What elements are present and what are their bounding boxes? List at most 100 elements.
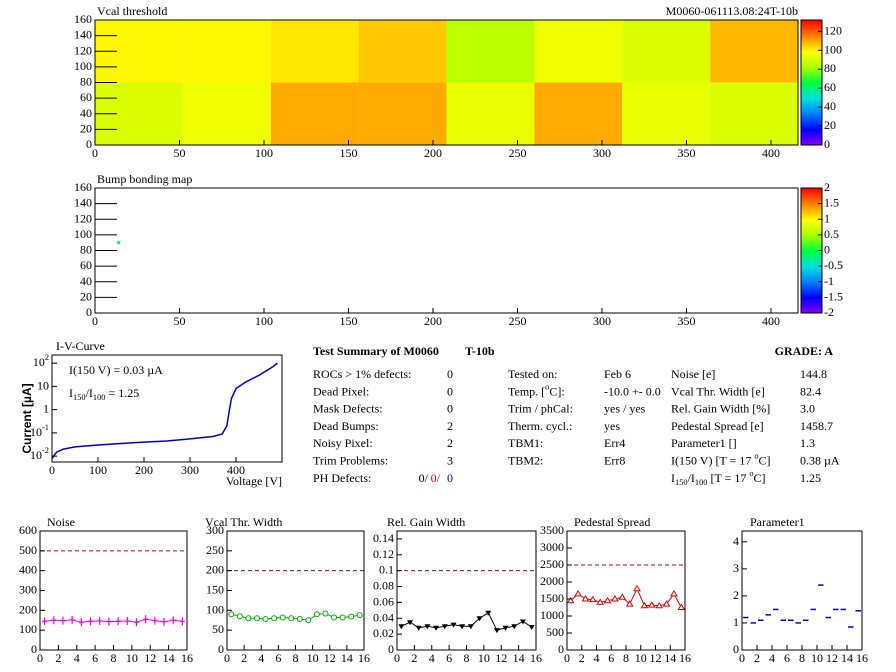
condition-label: Therm. cycl.: [508, 419, 572, 433]
result-label: Pedestal Spread [e] [671, 419, 764, 433]
result-value: 0.38 µA [800, 453, 840, 467]
heat-cell [358, 82, 447, 145]
marker [253, 615, 260, 622]
colorbar-step [801, 111, 822, 115]
y-tick-label: 102 [33, 353, 49, 369]
marker [60, 616, 66, 625]
colorbar-step [801, 82, 822, 86]
chart-title: I-V-Curve [56, 339, 105, 353]
result-value: 144.8 [800, 367, 827, 381]
x-tick-label: 16 [358, 651, 370, 665]
condition-value: Err8 [604, 453, 625, 467]
data-line [570, 587, 682, 608]
y-tick-label: 60 [80, 90, 92, 104]
colorbar-step [801, 227, 822, 231]
heat-cell [622, 82, 711, 145]
annotation: I150/I100 = 1.25 [69, 386, 139, 402]
colorbar-step [801, 300, 822, 304]
marker [633, 584, 641, 592]
marker [331, 614, 338, 621]
colorbar-step [801, 223, 822, 226]
marker [279, 614, 286, 621]
colorbar-step [801, 76, 822, 79]
colorbar-step [801, 42, 822, 46]
colorbar-step [801, 113, 822, 117]
colorbar-step [801, 273, 822, 276]
marker [339, 614, 346, 621]
x-tick-label: 400 [762, 314, 780, 328]
colorbar-step [801, 250, 822, 254]
colorbar-step [801, 277, 822, 281]
colorbar-step [801, 240, 822, 243]
x-tick-label: 4 [594, 651, 600, 665]
marker [245, 615, 252, 622]
colorbar-step [801, 256, 822, 260]
colorbar-step [801, 80, 822, 83]
colorbar-step [801, 20, 822, 23]
colorbar-tick-label: 120 [824, 23, 842, 37]
defect-value: 2 [447, 419, 453, 433]
colorbar-tick-label: -0.5 [824, 258, 843, 272]
y-tick-label: 200 [206, 562, 224, 576]
y-tick-label: 4 [733, 534, 739, 548]
marker [459, 624, 466, 630]
y-tick-label: 0.06 [373, 594, 394, 608]
colorbar-step [801, 101, 822, 104]
data-line [51, 362, 278, 459]
colorbar-step [801, 49, 822, 52]
marker [133, 618, 139, 627]
colorbar-step [801, 244, 822, 247]
x-tick-label: 0 [49, 463, 55, 477]
colorbar-tick-label: 40 [824, 99, 836, 113]
plot-frame [39, 530, 188, 651]
condition-label: Temp. [oC]: [508, 382, 565, 398]
colorbar-step [801, 292, 822, 295]
colorbar-step [801, 122, 822, 125]
colorbar-step [801, 117, 822, 121]
chart-title: Pedestal Spread [574, 515, 650, 529]
colorbar-step [801, 32, 822, 36]
x-tick-label: 200 [424, 314, 442, 328]
colorbar-step [801, 213, 822, 216]
data-line [44, 618, 183, 623]
marker [485, 610, 492, 616]
colorbar-step [801, 290, 822, 293]
colorbar-step [801, 24, 822, 27]
x-tick-label: 12 [650, 651, 662, 665]
marker [97, 616, 103, 625]
colorbar-step [801, 196, 822, 199]
marker [450, 622, 457, 628]
colorbar-step [801, 78, 822, 81]
x-tick-label: 4 [429, 651, 435, 665]
colorbar-step [801, 55, 822, 58]
colorbar-step [801, 97, 822, 100]
x-tick-label: 6 [608, 651, 614, 665]
annotation: I(150 V) = 0.03 µA [69, 363, 163, 377]
marker [647, 601, 656, 608]
y-tick-label: 40 [80, 106, 92, 120]
plot-frame [51, 354, 283, 463]
colorbar-step [801, 296, 822, 299]
y-tick-label: 0.04 [373, 610, 394, 624]
colorbar-tick-label: -1 [824, 274, 834, 288]
x-tick-label: 2 [55, 651, 61, 665]
condition-label: TBM1: [508, 436, 543, 450]
y-tick-label: 0.02 [373, 626, 394, 640]
marker [356, 612, 363, 619]
colorbar-step [801, 271, 822, 274]
chart: 0 2 4 6 8 10 12 14 16050010001500200025003000350… [540, 515, 691, 665]
colorbar-step [801, 136, 822, 140]
colorbar-step [801, 200, 822, 204]
y-tick-label: 3 [733, 561, 739, 575]
colorbar-step [801, 263, 822, 266]
marker [415, 625, 422, 631]
colorbar-step [801, 194, 822, 197]
marker [640, 601, 649, 609]
defect-value: 0 [447, 367, 453, 381]
y-tick-label: 0 [86, 137, 92, 151]
condition-value: -10.0 +- 0.0 [604, 384, 661, 398]
marker [662, 600, 671, 607]
defect-value: 2 [447, 436, 453, 450]
colorbar-step [801, 130, 822, 133]
